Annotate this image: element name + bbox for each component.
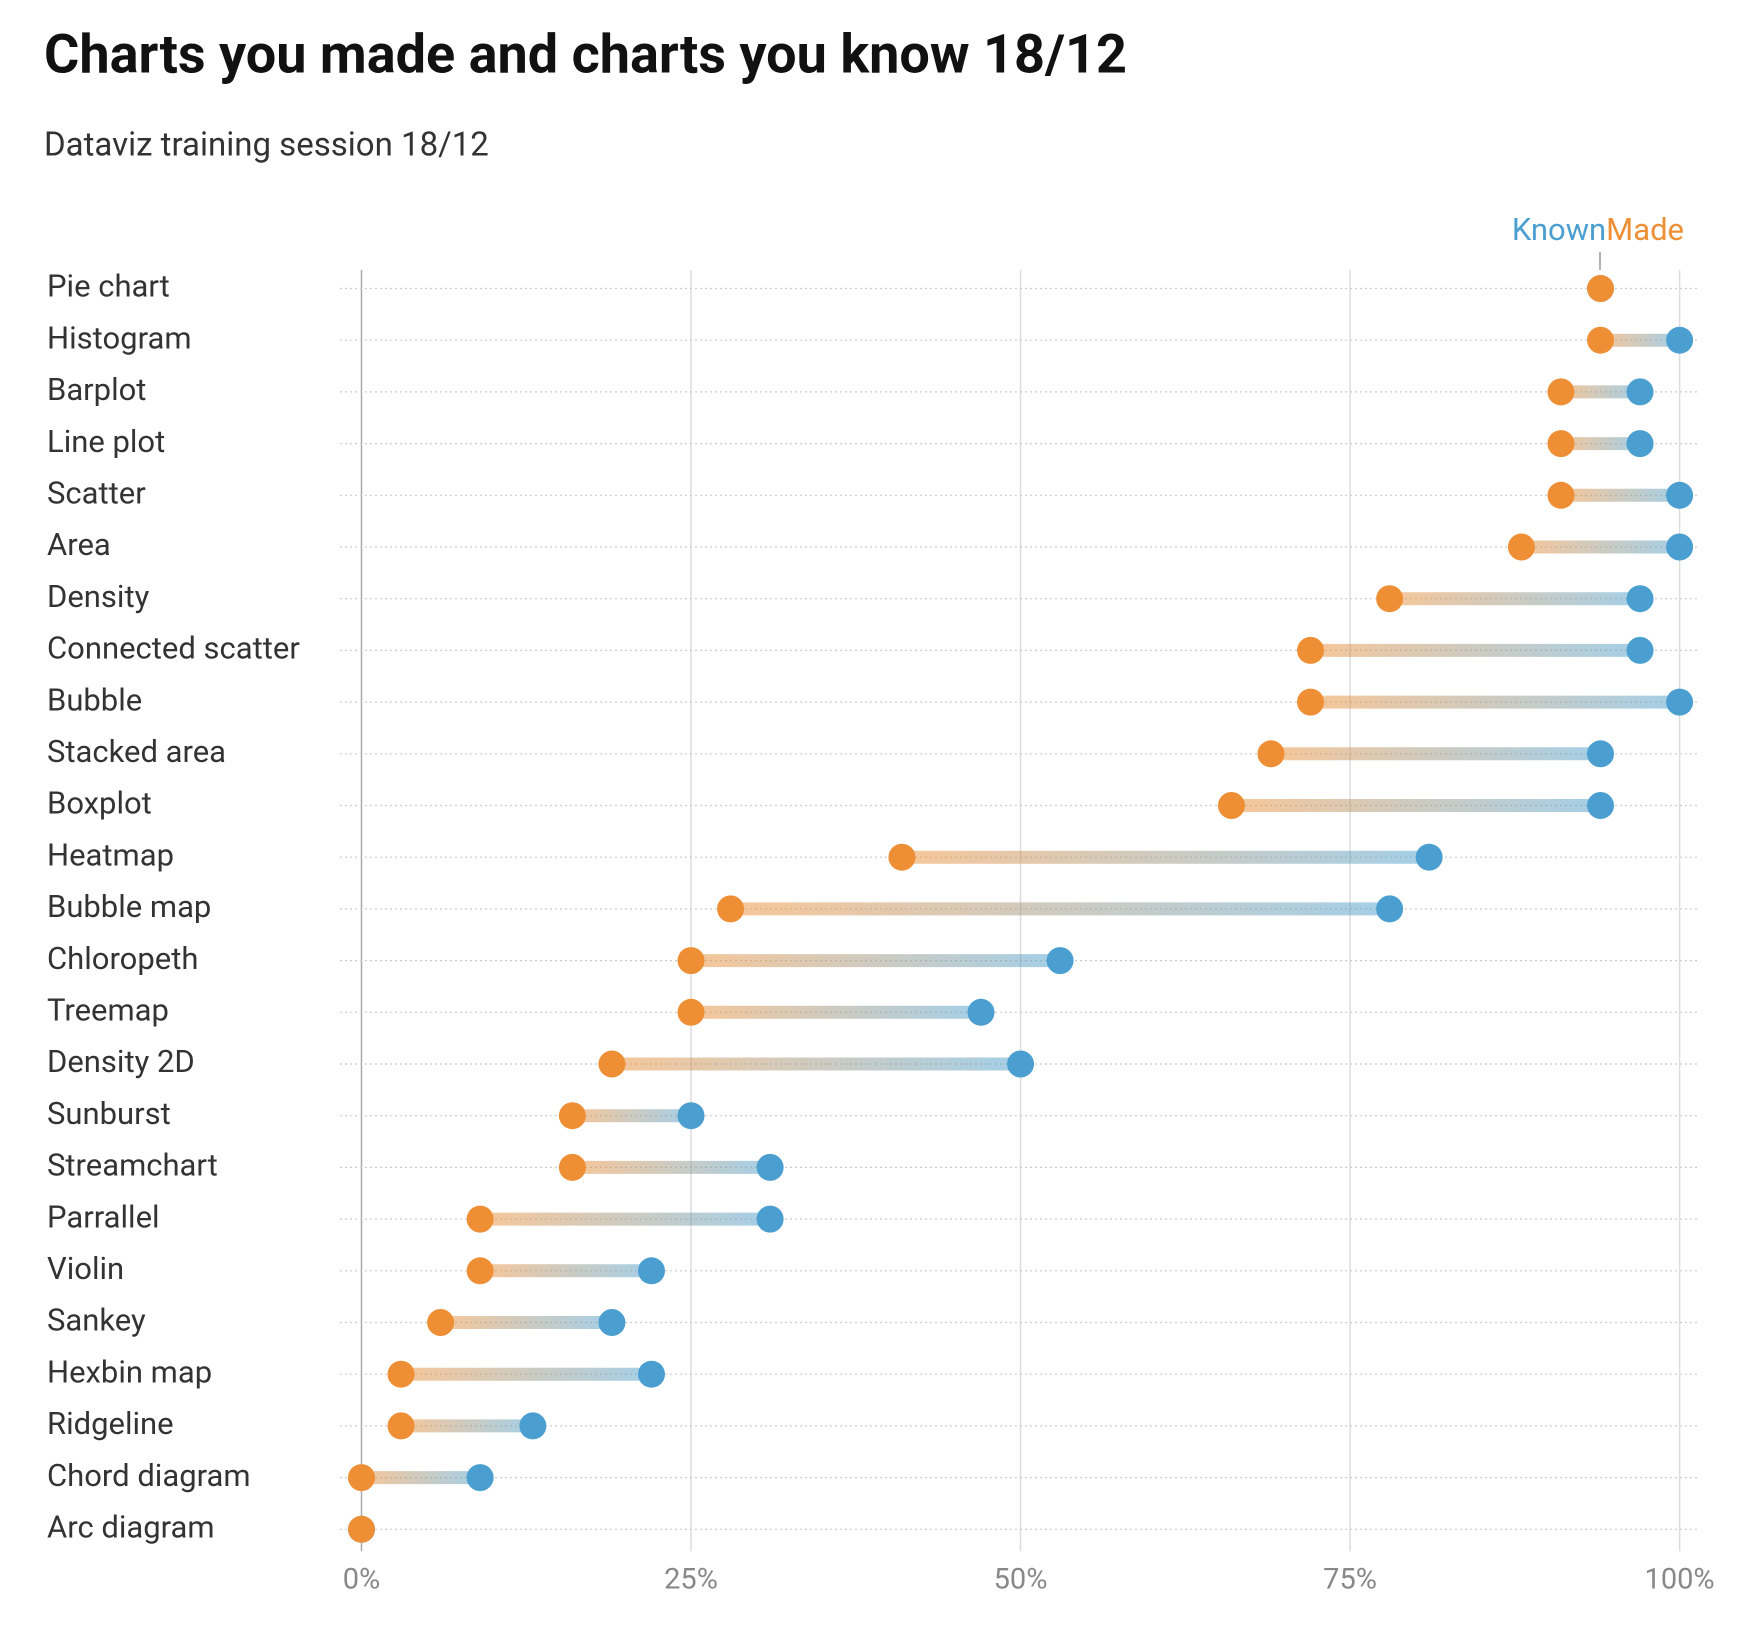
y-tick-label: Hexbin map	[47, 1353, 212, 1390]
y-tick-label: Scatter	[47, 474, 146, 511]
y-tick-label: Parrallel	[47, 1198, 160, 1235]
y-tick-label: Boxplot	[47, 785, 152, 822]
known-dot	[1666, 326, 1694, 354]
known-dot	[1666, 481, 1694, 509]
x-tick-label: 75%	[1323, 1563, 1377, 1597]
known-dot	[1626, 378, 1654, 406]
known-dot	[1046, 947, 1074, 975]
known-dot	[967, 998, 995, 1026]
known-dot	[519, 1412, 547, 1440]
y-tick-label: Stacked area	[47, 733, 226, 770]
made-dot	[427, 1309, 455, 1336]
y-tick-label: Treemap	[47, 991, 169, 1028]
x-tick-label: 0%	[343, 1563, 381, 1597]
y-tick-label: Sunburst	[47, 1095, 171, 1132]
known-dot	[466, 1464, 494, 1492]
x-tick-label: 50%	[994, 1563, 1048, 1597]
known-dot	[1626, 585, 1654, 613]
made-dot	[1547, 481, 1575, 509]
made-dot	[1297, 688, 1325, 716]
made-dot	[348, 1515, 375, 1543]
known-dot	[756, 1205, 784, 1233]
made-dot	[348, 1464, 375, 1492]
y-tick-label: Streamchart	[47, 1147, 218, 1184]
y-tick-label: Line plot	[47, 423, 165, 460]
y-tick-label: Violin	[47, 1250, 124, 1287]
known-dot	[1587, 740, 1615, 768]
known-dot	[677, 1102, 705, 1130]
made-dot	[1217, 792, 1245, 819]
known-dot	[1007, 1050, 1035, 1078]
made-dot	[677, 947, 705, 975]
y-tick-label: Barplot	[47, 371, 146, 408]
chart-subtitle: Dataviz training session 18/12	[44, 126, 489, 165]
made-dot	[1257, 740, 1285, 768]
made-dot	[466, 1205, 494, 1233]
y-tick-label: Connected scatter	[47, 630, 300, 667]
known-dot	[1626, 636, 1654, 664]
made-dot	[1587, 275, 1615, 302]
made-dot	[558, 1102, 586, 1130]
known-dot	[1626, 430, 1654, 458]
y-tick-label: Chloropeth	[47, 940, 198, 977]
y-tick-label: Chord diagram	[47, 1457, 251, 1494]
y-tick-label: Histogram	[47, 319, 192, 356]
y-tick-label: Bubble	[47, 681, 142, 718]
y-tick-label: Density	[47, 578, 150, 615]
made-dot	[1507, 533, 1535, 561]
x-tick-label: 100%	[1645, 1563, 1715, 1597]
legend-entry: Made	[1606, 211, 1684, 248]
known-dot	[1415, 843, 1443, 871]
made-dot	[598, 1050, 626, 1078]
known-dot	[1666, 533, 1694, 561]
made-dot	[1547, 430, 1575, 458]
made-dot	[1297, 636, 1325, 664]
y-tick-label: Pie chart	[47, 268, 170, 305]
made-dot	[558, 1153, 586, 1181]
made-dot	[1376, 585, 1404, 613]
y-tick-label: Heatmap	[47, 836, 174, 873]
known-dot	[637, 1360, 665, 1388]
legend-entry: Known	[1512, 211, 1606, 248]
y-tick-label: Bubble map	[47, 888, 211, 925]
known-dot	[598, 1309, 626, 1336]
made-dot	[888, 843, 916, 871]
made-dot	[677, 998, 705, 1026]
legend: KnownMade	[1512, 211, 1684, 248]
made-dot	[387, 1412, 415, 1440]
made-dot	[387, 1360, 415, 1388]
known-dot	[1587, 792, 1615, 819]
made-dot	[717, 895, 745, 923]
y-tick-label: Sankey	[47, 1302, 146, 1339]
x-tick-label: 25%	[664, 1563, 718, 1597]
y-tick-label: Density 2D	[47, 1043, 195, 1080]
known-dot	[756, 1153, 784, 1181]
y-tick-label: Ridgeline	[47, 1405, 174, 1442]
y-tick-label: Arc diagram	[47, 1508, 215, 1545]
made-dot	[466, 1257, 494, 1285]
made-dot	[1547, 378, 1575, 406]
known-dot	[1666, 688, 1694, 716]
known-dot	[1376, 895, 1404, 923]
made-dot	[1587, 326, 1615, 354]
chart-title: Charts you made and charts you know 18/1…	[44, 23, 1127, 86]
y-tick-label: Area	[47, 526, 111, 563]
known-dot	[637, 1257, 665, 1285]
